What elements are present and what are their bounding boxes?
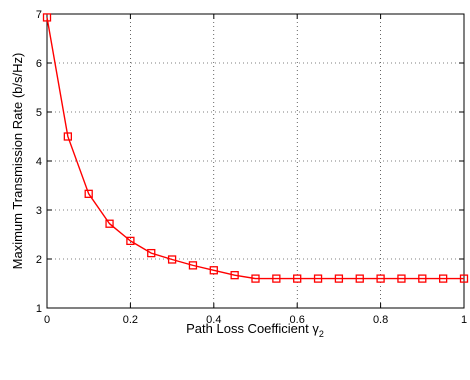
data-point-marker xyxy=(459,274,469,283)
series-group xyxy=(42,13,469,283)
data-point-marker xyxy=(126,236,135,246)
y-tick-label: 2 xyxy=(36,254,42,266)
data-point-marker xyxy=(376,274,385,283)
tick-labels: 0 0.2 0.4 0.6 0.8 1 1 2 3 4 5 6 7 xyxy=(36,9,467,326)
data-point-marker xyxy=(251,274,260,283)
data-point-marker xyxy=(42,13,52,22)
data-point-marker xyxy=(105,219,114,228)
x-tick-label: 0.2 xyxy=(123,314,138,326)
data-point-marker xyxy=(63,132,72,141)
data-point-marker xyxy=(313,274,323,283)
series-line xyxy=(46,17,464,280)
x-tick-label: 0.6 xyxy=(290,314,305,326)
y-tick-label: 5 xyxy=(36,107,42,119)
data-point-marker xyxy=(272,274,281,283)
y-tick-label: 6 xyxy=(36,58,42,70)
grid-lines xyxy=(47,14,464,308)
data-point-marker xyxy=(418,274,427,283)
y-tick-label: 7 xyxy=(36,9,42,21)
data-point-marker xyxy=(293,274,302,283)
x-tick-label: 1 xyxy=(461,314,467,326)
y-tick-label: 3 xyxy=(36,205,42,217)
plot-frame xyxy=(46,13,465,309)
y-axis-title: Maximum Transmission Rate (b/s/Hz) xyxy=(10,53,25,270)
data-point-marker xyxy=(84,189,93,198)
data-point-marker xyxy=(147,248,156,258)
data-point-marker xyxy=(397,274,406,283)
x-tick-label: 0 xyxy=(44,314,50,326)
y-tick-label: 4 xyxy=(36,156,42,168)
data-point-marker xyxy=(355,274,364,283)
data-point-marker xyxy=(334,274,344,283)
data-point-marker xyxy=(209,266,218,275)
x-tick-label: 0.8 xyxy=(373,314,388,326)
data-point-marker xyxy=(188,261,198,270)
x-axis-title: Path Loss Coefficient γ2 xyxy=(186,321,324,339)
data-point-marker xyxy=(230,271,239,280)
data-point-marker xyxy=(438,274,448,283)
data-point-marker xyxy=(167,255,177,264)
y-tick-label: 1 xyxy=(36,303,42,315)
x-tick-label: 0.4 xyxy=(206,314,221,326)
